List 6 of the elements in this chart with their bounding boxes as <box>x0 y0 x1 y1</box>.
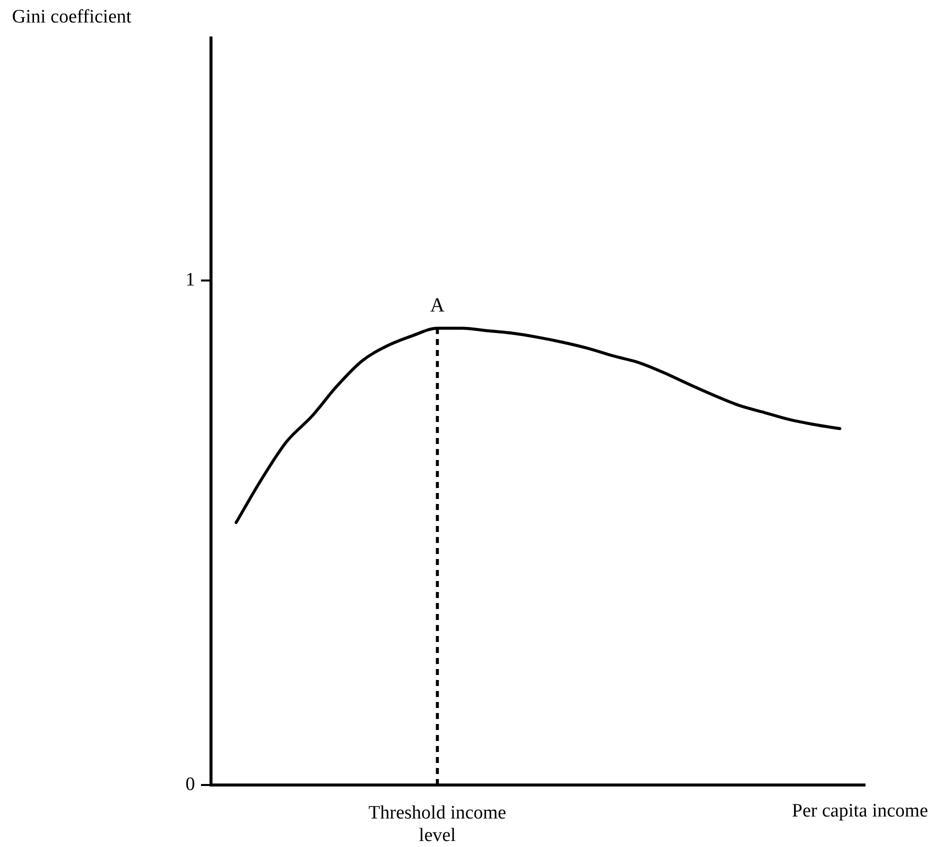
y-axis-title: Gini coefficient <box>12 6 132 28</box>
x-tick-label: Threshold income level <box>368 802 506 846</box>
y-tick-label: 1 <box>186 269 195 290</box>
annotation: A <box>430 294 446 316</box>
x-axis-title: Per capita income <box>792 800 928 822</box>
y-tick-label: 0 <box>186 774 195 795</box>
